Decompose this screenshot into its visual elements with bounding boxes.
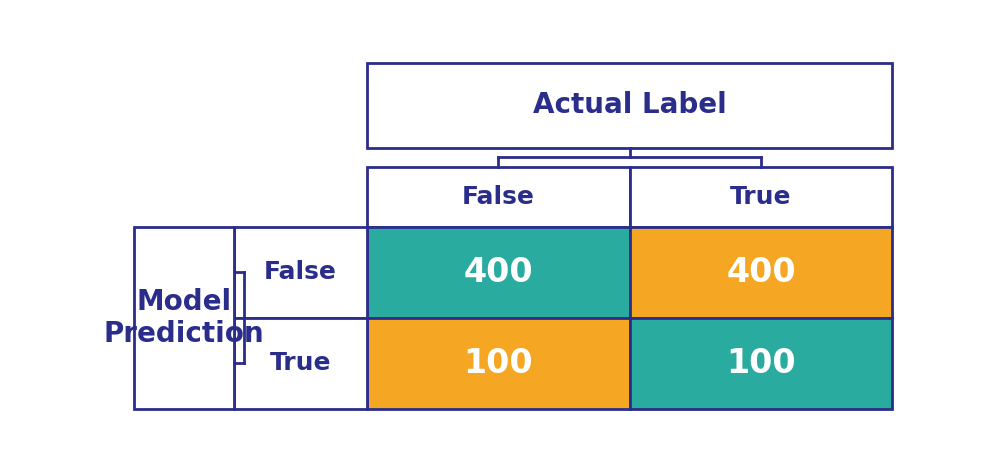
Bar	[367, 167, 630, 227]
Bar	[630, 227, 892, 318]
Bar	[134, 227, 234, 409]
Bar	[630, 318, 892, 409]
Text: True: True	[269, 351, 331, 375]
Bar	[234, 227, 367, 318]
Text: 100: 100	[463, 347, 533, 380]
Text: True: True	[730, 185, 792, 209]
Bar	[234, 318, 367, 409]
Text: 400: 400	[463, 256, 533, 289]
Bar	[367, 63, 892, 148]
Text: Actual Label: Actual Label	[533, 91, 726, 119]
Text: False: False	[264, 260, 337, 284]
Text: Model
Prediction: Model Prediction	[104, 288, 264, 348]
Bar	[630, 167, 892, 227]
Text: 100: 100	[726, 347, 796, 380]
Text: False: False	[462, 185, 535, 209]
Text: 400: 400	[726, 256, 796, 289]
Bar	[367, 318, 630, 409]
Bar	[367, 227, 630, 318]
